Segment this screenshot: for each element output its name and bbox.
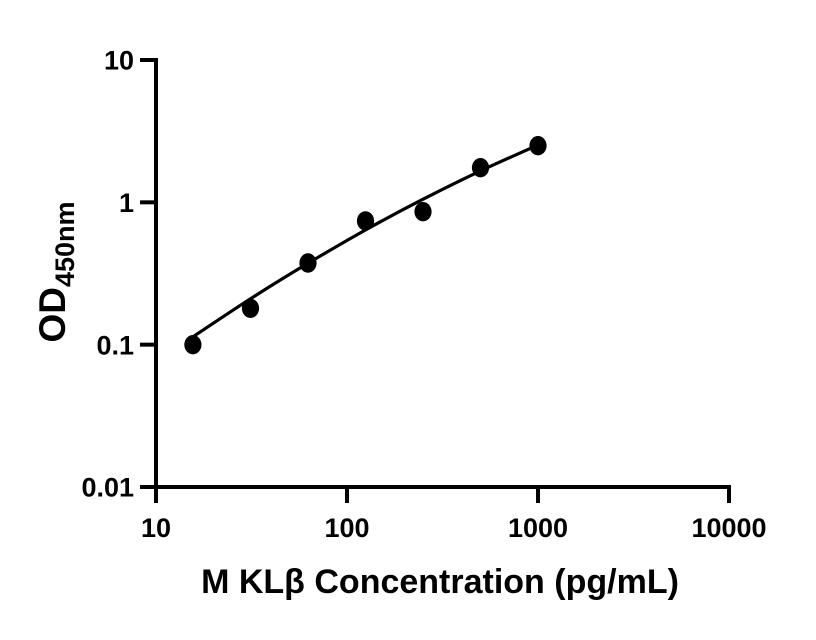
- data-point: [184, 335, 202, 355]
- data-point: [529, 136, 547, 156]
- y-axis-tick-label: 1: [119, 188, 134, 218]
- data-point: [414, 202, 432, 222]
- data-point: [299, 253, 317, 273]
- y-axis-title: OD450nm: [32, 162, 80, 382]
- data-point: [471, 158, 490, 178]
- x-axis-tick-label: 10000: [691, 513, 766, 543]
- y-axis-tick-label: 0.1: [96, 330, 134, 360]
- x-axis-tick-label: 100: [324, 513, 369, 543]
- x-axis-tick-label: 1000: [508, 513, 568, 543]
- data-point: [241, 298, 260, 318]
- x-axis-tick-label: 10: [141, 513, 171, 543]
- y-axis-title-main: OD: [32, 287, 73, 343]
- x-axis-title: M KLβ Concentration (pg/mL): [201, 563, 679, 601]
- data-point: [356, 211, 375, 231]
- y-axis-title-subscript: 450nm: [50, 201, 80, 288]
- y-axis-tick-label: 0.01: [81, 473, 134, 503]
- y-axis-tick-label: 10: [104, 46, 134, 76]
